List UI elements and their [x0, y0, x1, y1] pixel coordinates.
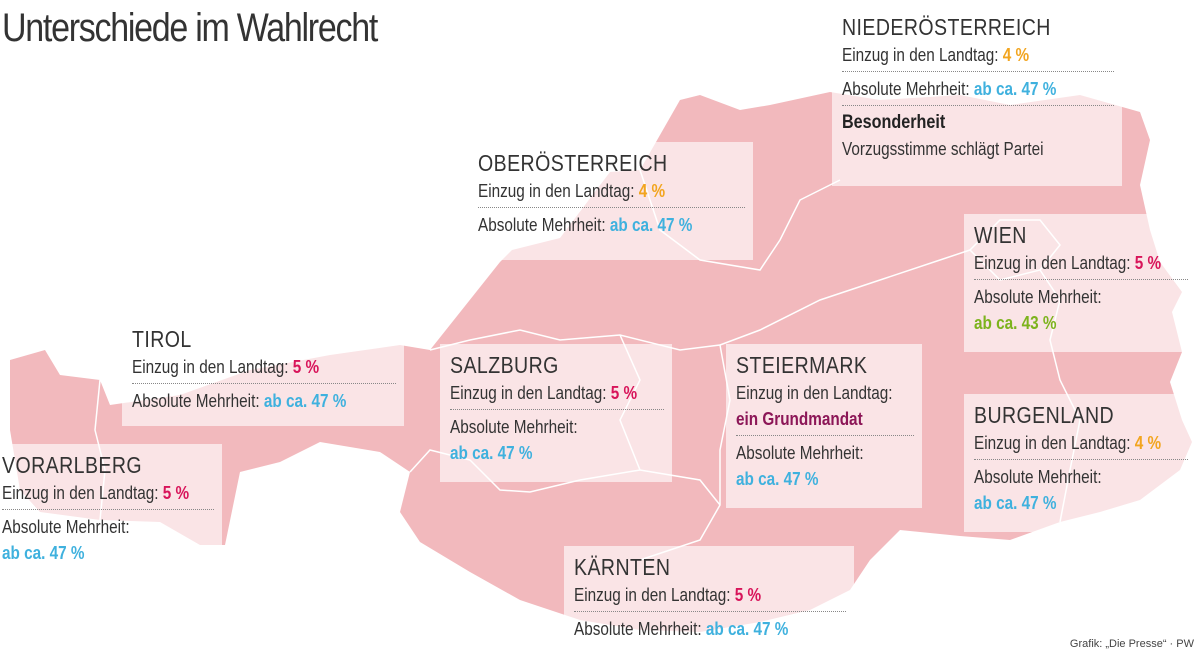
majority-value: ab ca. 47 % — [973, 79, 1057, 99]
state-name: TIROL — [132, 326, 192, 352]
divider — [450, 409, 664, 410]
entry-value: 5 % — [1134, 253, 1162, 273]
majority-value: ab ca. 47 % — [736, 469, 819, 489]
panel-vorarlberg: VORARLBERG Einzug in den Landtag: 5 % Ab… — [0, 444, 222, 582]
state-name: KÄRNTEN — [574, 554, 671, 580]
entry-value: 4 % — [1134, 433, 1162, 453]
majority-value: ab ca. 47 % — [974, 493, 1057, 513]
majority-label: Absolute Mehrheit: — [736, 443, 864, 463]
panel-niederoesterreich: NIEDERÖSTERREICH Einzug in den Landtag: … — [832, 6, 1122, 186]
majority-value: ab ca. 47 % — [263, 391, 347, 411]
panel-tirol: TIROL Einzug in den Landtag: 5 % Absolut… — [122, 318, 404, 426]
credit: Grafik: „Die Presse“ · PW — [1069, 638, 1194, 650]
state-name: NIEDERÖSTERREICH — [842, 14, 1051, 40]
special-label: Besonderheit — [842, 112, 946, 133]
divider — [478, 207, 745, 208]
state-name: OBERÖSTERREICH — [478, 150, 668, 176]
panel-wien: WIEN Einzug in den Landtag: 5 % Absolute… — [964, 214, 1196, 352]
majority-label: Absolute Mehrheit: — [450, 417, 578, 437]
entry-value: 4 % — [1002, 45, 1030, 65]
divider — [132, 383, 396, 384]
divider — [736, 435, 914, 436]
entry-value: ein Grundmandat — [736, 409, 863, 429]
majority-value: ab ca. 47 % — [450, 443, 533, 463]
divider — [974, 279, 1188, 280]
majority-label: Absolute Mehrheit: — [974, 287, 1102, 307]
majority-label: Absolute Mehrheit: — [2, 517, 130, 537]
entry-label: Einzug in den Landtag: — [974, 433, 1131, 453]
majority-value: ab ca. 47 % — [705, 619, 789, 639]
state-name: WIEN — [974, 222, 1027, 248]
divider — [974, 459, 1188, 460]
state-name: STEIERMARK — [736, 352, 868, 378]
entry-value: 5 % — [162, 483, 190, 503]
state-name: VORARLBERG — [2, 452, 143, 478]
panel-burgenland: BURGENLAND Einzug in den Landtag: 4 % Ab… — [964, 394, 1196, 532]
entry-label: Einzug in den Landtag: — [842, 45, 999, 65]
entry-label: Einzug in den Landtag: — [574, 585, 731, 605]
entry-value: 4 % — [638, 181, 666, 201]
entry-label: Einzug in den Landtag: — [2, 483, 159, 503]
majority-label: Absolute Mehrheit: — [132, 391, 260, 411]
panel-oberoesterreich: OBERÖSTERREICH Einzug in den Landtag: 4 … — [468, 142, 753, 260]
majority-label: Absolute Mehrheit: — [842, 79, 970, 99]
divider — [2, 509, 214, 510]
majority-label: Absolute Mehrheit: — [574, 619, 702, 639]
majority-value: ab ca. 47 % — [609, 215, 693, 235]
entry-label: Einzug in den Landtag: — [450, 383, 607, 403]
entry-value: 5 % — [610, 383, 638, 403]
majority-label: Absolute Mehrheit: — [478, 215, 606, 235]
divider — [842, 71, 1114, 72]
state-name: SALZBURG — [450, 352, 559, 378]
entry-label: Einzug in den Landtag: — [132, 357, 289, 377]
divider — [842, 105, 1114, 106]
panel-salzburg: SALZBURG Einzug in den Landtag: 5 % Abso… — [440, 344, 672, 482]
panel-kaernten: KÄRNTEN Einzug in den Landtag: 5 % Absol… — [564, 546, 854, 658]
entry-label: Einzug in den Landtag: — [736, 383, 893, 403]
majority-value: ab ca. 47 % — [2, 543, 85, 563]
majority-label: Absolute Mehrheit: — [974, 467, 1102, 487]
page-title: Unterschiede im Wahlrecht — [2, 6, 378, 50]
divider — [574, 611, 846, 612]
entry-label: Einzug in den Landtag: — [478, 181, 635, 201]
state-name: BURGENLAND — [974, 402, 1115, 428]
special-text: Vorzugsstimme schlägt Partei — [842, 139, 1044, 159]
panel-steiermark: STEIERMARK Einzug in den Landtag: ein Gr… — [726, 344, 922, 508]
entry-label: Einzug in den Landtag: — [974, 253, 1131, 273]
entry-value: 5 % — [292, 357, 320, 377]
majority-value: ab ca. 43 % — [974, 313, 1057, 333]
entry-value: 5 % — [734, 585, 762, 605]
